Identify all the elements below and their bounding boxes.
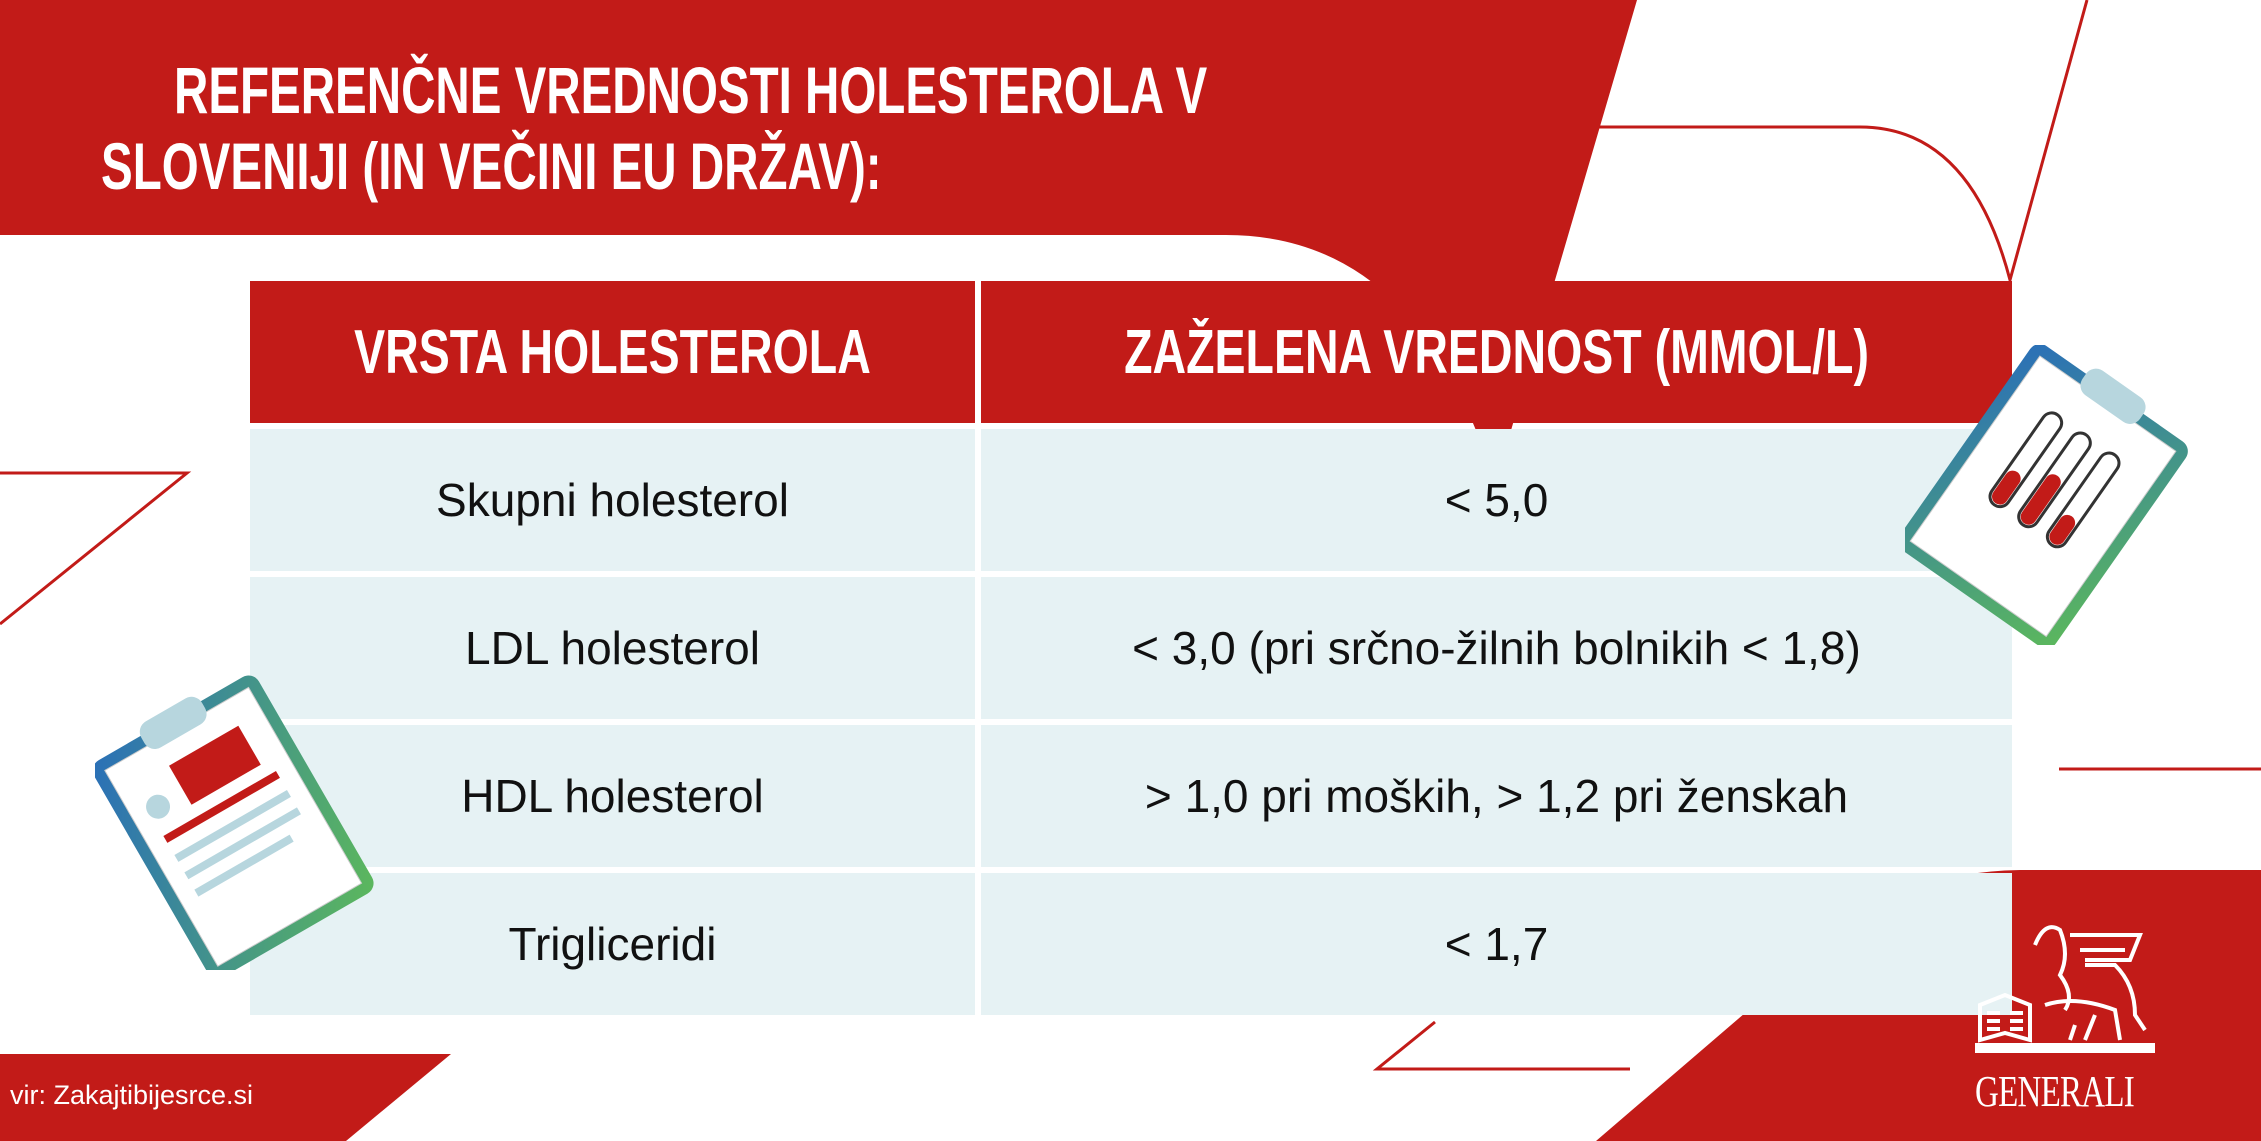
table-row: Skupni holesterol < 5,0 (250, 429, 2012, 571)
table-cell: > 1,0 pri moških, > 1,2 pri ženskah (981, 725, 2012, 867)
title-banner (0, 0, 1637, 485)
table-cell: HDL holesterol (250, 725, 975, 867)
cholesterol-table: VRSTA HOLESTEROLA ZAŽELENA VREDNOST (MMO… (250, 281, 2012, 1021)
table-row: LDL holesterol < 3,0 (pri srčno-žilnih b… (250, 577, 2012, 719)
table-header-row: VRSTA HOLESTEROLA ZAŽELENA VREDNOST (MMO… (250, 281, 2012, 423)
decorative-line (1492, 0, 2089, 286)
table-cell: LDL holesterol (250, 577, 975, 719)
table-row: Trigliceridi < 1,7 (250, 873, 2012, 1015)
column-header: ZAŽELENA VREDNOST (MMOL/L) (981, 281, 2012, 423)
winged-lion-icon (1975, 925, 2155, 1053)
clipboard-report-icon (95, 675, 374, 970)
table-cell: Skupni holesterol (250, 429, 975, 571)
table-cell: Trigliceridi (250, 873, 975, 1015)
table-cell: < 5,0 (981, 429, 2012, 571)
page-title-line-2: SLOVENIJI (IN VEČINI EU DRŽAV): (101, 129, 882, 203)
logo-wordmark: GENERALI (1975, 1067, 2135, 1116)
decorative-line (1372, 1020, 1630, 1071)
table-cell: < 1,7 (981, 873, 2012, 1015)
footer-band (0, 1054, 451, 1141)
table-cell: < 3,0 (pri srčno-žilnih bolnikih < 1,8) (981, 577, 2012, 719)
table-row: HDL holesterol > 1,0 pri moških, > 1,2 p… (250, 725, 2012, 867)
decorative-line (0, 471, 192, 626)
column-header: VRSTA HOLESTEROLA (250, 281, 975, 423)
page-title-line-1: REFERENČNE VREDNOSTI HOLESTEROLA V (174, 53, 1208, 127)
clipboard-test-tubes-icon (1905, 345, 2188, 645)
generali-logo: GENERALI (1975, 915, 2187, 1117)
source-credit: vir: Zakajtibijesrce.si (10, 1080, 254, 1110)
